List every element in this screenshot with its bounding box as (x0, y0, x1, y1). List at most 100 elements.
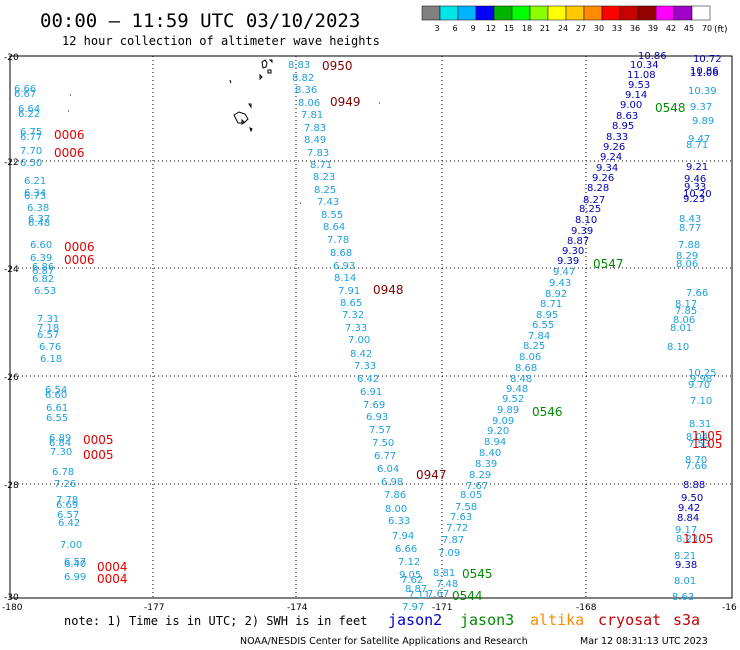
y-tick-label: -28 (4, 481, 19, 491)
swh-value: 6.37 (28, 214, 50, 225)
swh-value: 6.57 (37, 330, 59, 341)
swh-value: 8.40 (479, 448, 501, 459)
swh-value: 8.95 (612, 121, 634, 132)
swh-value: 7.62 (401, 575, 423, 586)
swh-value: 9.47 (553, 267, 575, 278)
x-tick-label: -180 (2, 603, 23, 613)
swh-value: 8.68 (330, 248, 352, 259)
swh-value: 8.25 (579, 204, 601, 215)
satellite-jason3: jason3 (460, 611, 514, 629)
legend-label: 3 (434, 24, 439, 33)
swh-value: 7.67 (466, 481, 488, 492)
swh-value: 7.83 (304, 123, 326, 134)
swh-value: 6.60 (45, 390, 67, 401)
time-label: 0949 (330, 95, 361, 109)
swh-value: 8.71 (686, 140, 708, 151)
swh-value: 9.26 (603, 142, 625, 153)
swh-value: 8.31 (689, 419, 711, 430)
swh-value: 7.87 (442, 535, 464, 546)
legend-swatch (421, 5, 441, 21)
legend-label: 42 (666, 24, 676, 33)
swh-value: 7.11 (408, 590, 430, 601)
time-label: 0005 (83, 433, 114, 447)
time-label: 0948 (373, 283, 404, 297)
x-tick-label: -171 (432, 603, 452, 613)
swh-value: 6.75 (20, 127, 42, 138)
swh-value: 7.66 (686, 288, 708, 299)
swh-value: 6.64 (18, 104, 40, 115)
legend-label: 45 (684, 24, 694, 33)
swh-value: 7.69 (363, 400, 385, 411)
satellite-cryosat: cryosat (598, 611, 661, 629)
swh-value: 6.77 (374, 451, 396, 462)
swh-value: 8.10 (575, 215, 597, 226)
swh-value: 7.83 (307, 148, 329, 159)
time-label: 0006 (54, 146, 85, 160)
swh-value: 8.64 (323, 222, 345, 233)
legend-unit: (ft) (714, 25, 728, 35)
swh-value: 8.21 (674, 551, 696, 562)
color-scale-legend: 3 6 9 12 15 18 21 24 27 30 33 36 39 42 45 70 (421, 5, 712, 33)
x-tick-label: -16 (722, 603, 737, 613)
swh-value: 8.49 (304, 135, 326, 146)
swh-value: 10.25 (688, 368, 717, 379)
swh-value: 7.00 (60, 540, 82, 551)
legend-label: 70 (702, 24, 712, 33)
swh-value: 8.05 (460, 490, 482, 501)
swh-value: 7.70 (20, 146, 42, 157)
swh-value: 7.58 (455, 502, 477, 513)
swh-value: 8.14 (334, 273, 356, 284)
swh-value: 8.87 (405, 584, 427, 595)
swh-value: 10.86 (690, 66, 719, 77)
swh-value: 8.42 (350, 349, 372, 360)
x-tick-label: -177 (144, 603, 164, 613)
legend-label: 21 (540, 24, 550, 33)
time-label: 0004 (97, 572, 128, 586)
swh-value: 7.10 (690, 396, 712, 407)
swh-value: 7.85 (675, 306, 697, 317)
x-axis-labels: -180 -177 -174 -171 -168 -16 (2, 603, 737, 613)
swh-value: 8.63 (616, 111, 638, 122)
island-outlines (68, 59, 380, 204)
swh-value: 8.95 (536, 310, 558, 321)
swh-value: 9.26 (592, 173, 614, 184)
swh-value: 7.78 (327, 235, 349, 246)
footer-timestamp: Mar 12 08:31:13 UTC 2023 (580, 636, 708, 647)
y-axis-labels: -20 -22 -24 -26 -28 -30 (4, 53, 19, 603)
swh-value: 8.04 (686, 432, 708, 443)
legend-swatch (601, 5, 621, 21)
swh-value: 9.33 (684, 182, 706, 193)
time-label: 1105 (692, 429, 723, 443)
swh-value: 7.33 (345, 323, 367, 334)
swh-value: 8.92 (545, 289, 567, 300)
swh-value: 7.12 (398, 557, 420, 568)
swh-value: 9.37 (690, 102, 712, 113)
legend-swatch (439, 5, 459, 21)
swh-value: 8.71 (540, 299, 562, 310)
swh-value: 6.21 (24, 176, 46, 187)
swh-value: 9.20 (487, 426, 509, 437)
y-tick-label: -30 (4, 593, 19, 603)
swh-value: 7.81 (301, 110, 323, 121)
legend-swatch (529, 5, 549, 21)
swh-value: 8.36 (295, 85, 317, 96)
swh-value: 6.53 (34, 286, 56, 297)
swh-value: 9.47 (688, 134, 710, 145)
swh-value: 8.23 (313, 172, 335, 183)
swh-value: 8.81 (433, 568, 455, 579)
satellite-jason2: jason2 (388, 611, 442, 629)
legend-swatch (457, 5, 477, 21)
swh-value: 7.84 (528, 331, 550, 342)
swh-value: 8.27 (583, 195, 605, 206)
swh-value: 9.17 (675, 525, 697, 536)
y-tick-label: -26 (4, 373, 19, 383)
swh-value: 6.50 (20, 158, 42, 169)
swh-value: 9.30 (562, 246, 584, 257)
swh-value: 7.30 (50, 447, 72, 458)
swh-value: 9.14 (625, 90, 647, 101)
swh-value: 10.72 (693, 54, 722, 65)
swh-value: 8.33 (606, 132, 628, 143)
swh-value: 6.86 (32, 262, 54, 273)
swh-value: 9.00 (620, 100, 642, 111)
swh-value: 7.72 (446, 523, 468, 534)
